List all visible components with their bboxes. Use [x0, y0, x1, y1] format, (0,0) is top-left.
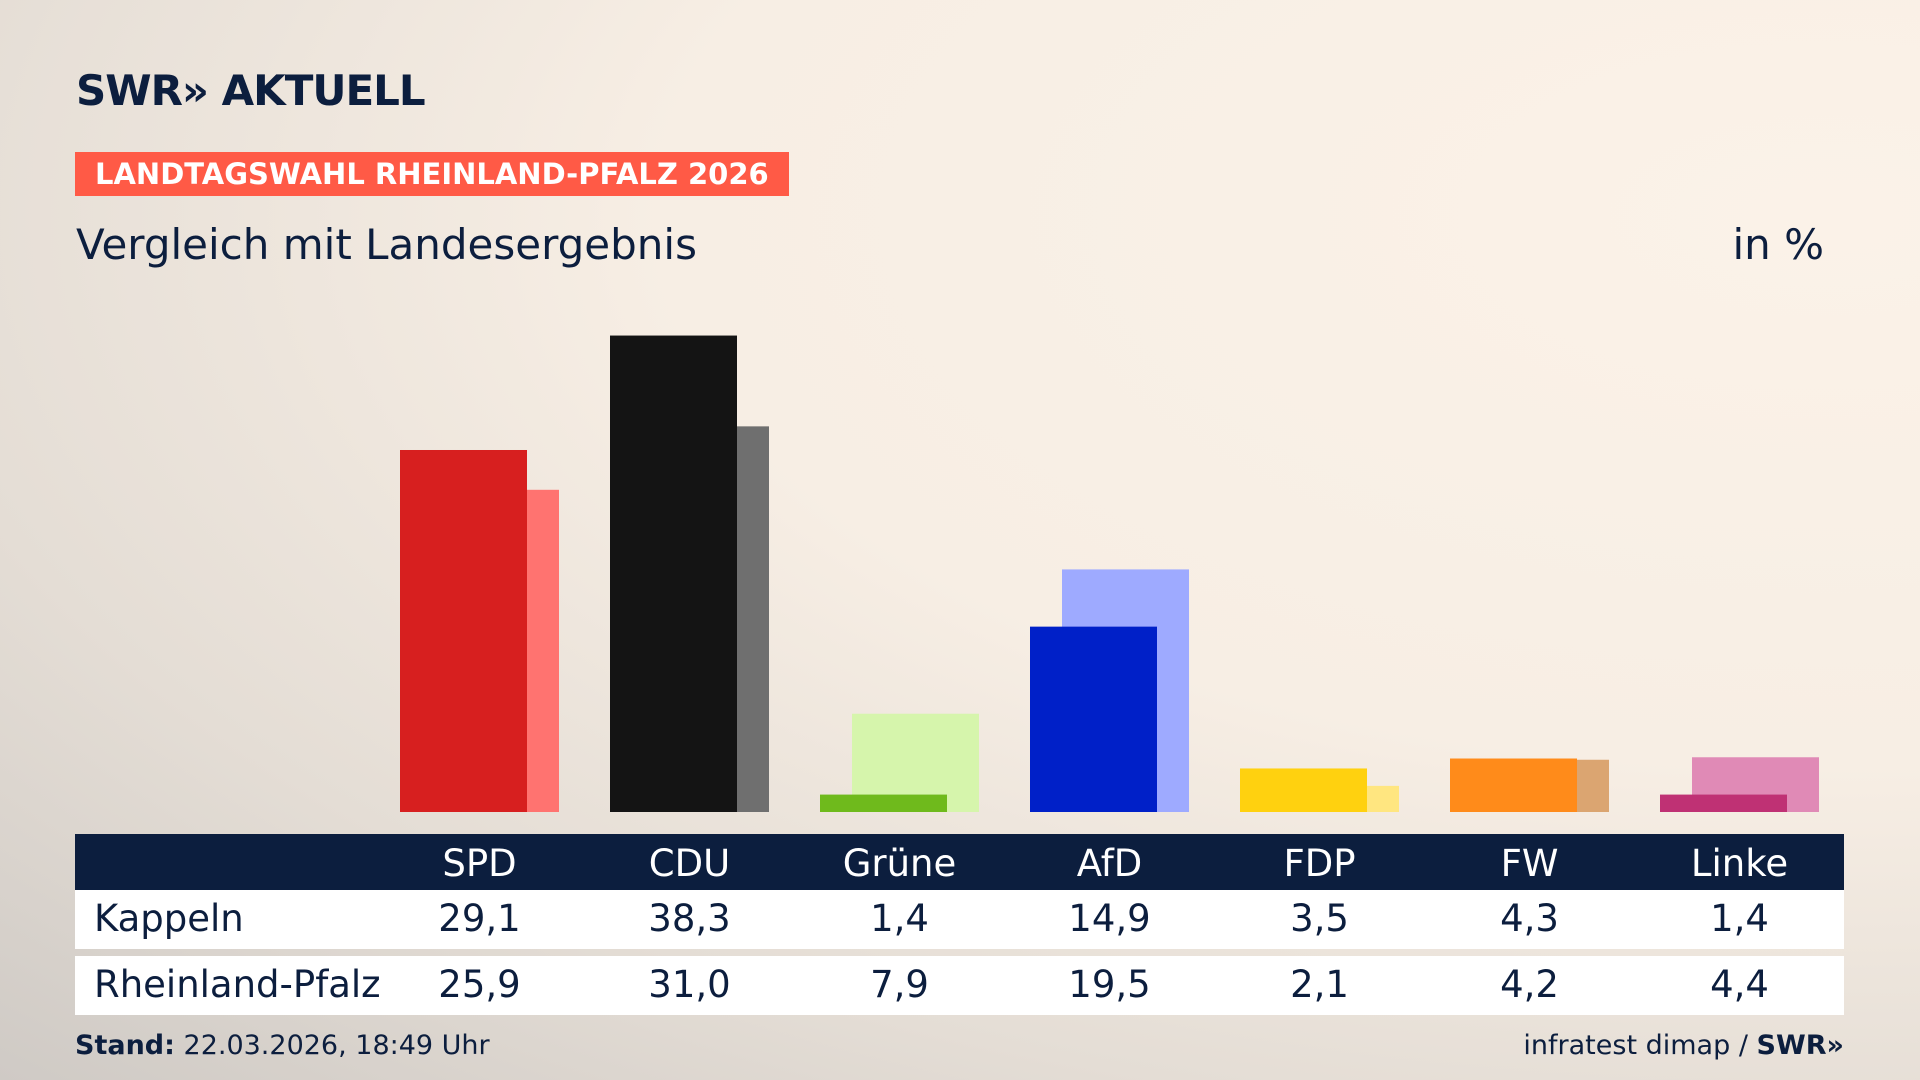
bar [1450, 758, 1577, 812]
column-header: FDP [1283, 842, 1356, 885]
bar [610, 335, 737, 812]
column-header: CDU [648, 842, 731, 885]
value-label: 1,4 [1710, 897, 1769, 940]
column-header: Linke [1690, 842, 1789, 885]
bar [820, 794, 947, 812]
table-row [75, 956, 1844, 1015]
value-label: 1,4 [870, 897, 929, 940]
column-header: Grüne [842, 842, 957, 885]
footer-stand: Stand: 22.03.2026, 18:49 Uhr [75, 1030, 490, 1061]
value-label: 19,5 [1068, 963, 1151, 1006]
value-label: 4,4 [1710, 963, 1769, 1006]
source-logo: SWR» [1756, 1030, 1844, 1061]
value-label: 31,0 [648, 963, 731, 1006]
unit: in % [1732, 220, 1824, 269]
logo: SWR» AKTUELL [76, 66, 426, 115]
value-label: 29,1 [438, 897, 521, 940]
value-label: 38,3 [648, 897, 731, 940]
table-header [75, 834, 1844, 890]
row-label: Rheinland-Pfalz [94, 963, 381, 1006]
source: infratest dimap / [1523, 1030, 1748, 1061]
value-label: 14,9 [1068, 897, 1151, 940]
value-label: 7,9 [870, 963, 929, 1006]
footer-source: infratest dimap / SWR» [1523, 1030, 1844, 1061]
stand: 22.03.2026, 18:49 Uhr [183, 1030, 490, 1061]
subtitle: Vergleich mit Landesergebnis [76, 220, 697, 269]
value-label: 3,5 [1290, 897, 1349, 940]
stand-label: Stand: [75, 1030, 175, 1061]
bar [1240, 768, 1367, 812]
table-row [75, 890, 1844, 949]
value-label: 4,2 [1500, 963, 1559, 1006]
row-label: Kappeln [94, 897, 244, 940]
bar [400, 449, 527, 812]
column-header: FW [1500, 842, 1559, 885]
value-label: 25,9 [438, 963, 521, 1006]
column-header: SPD [442, 842, 517, 885]
bar [1660, 794, 1787, 812]
badge: LANDTAGSWAHL RHEINLAND-PFALZ 2026 [75, 152, 789, 196]
bar [1030, 626, 1157, 812]
value-label: 4,3 [1500, 897, 1559, 940]
value-label: 2,1 [1290, 963, 1349, 1006]
column-header: AfD [1076, 842, 1143, 885]
